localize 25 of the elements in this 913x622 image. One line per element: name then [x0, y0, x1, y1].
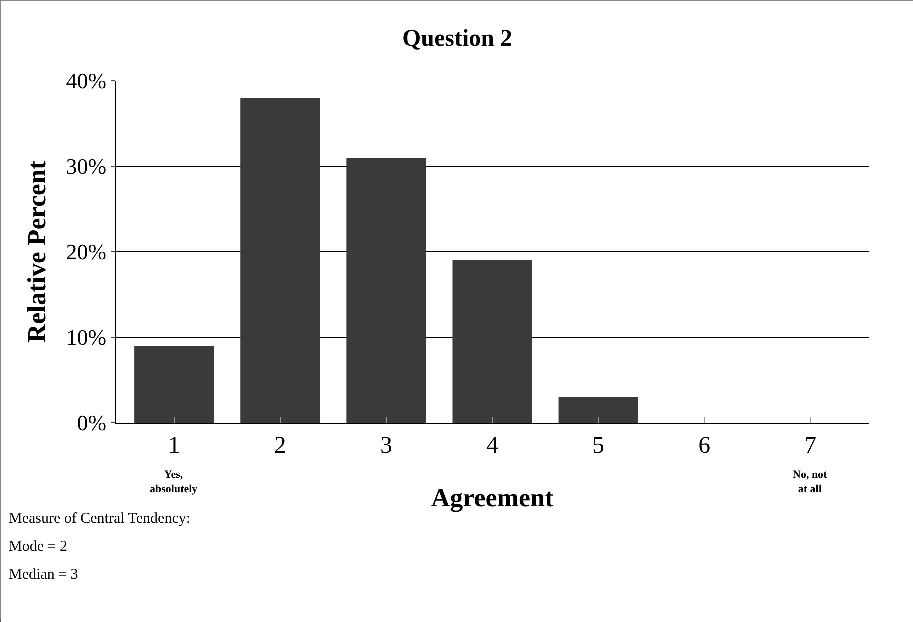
x-tick-label: 3	[380, 432, 392, 459]
text: Yes, absolutely	[150, 469, 198, 496]
bar	[134, 346, 214, 423]
chart-title: Question 2	[402, 26, 513, 52]
bar	[558, 397, 638, 423]
bar	[452, 260, 532, 423]
x-tick-label: 7	[804, 432, 817, 459]
text: No, not at all	[793, 469, 828, 496]
text: Mode = 2	[9, 539, 68, 555]
y-tick-label: 20%	[66, 240, 107, 265]
y-tick-label: 30%	[66, 154, 107, 180]
y-tick-label: 0%	[77, 410, 107, 436]
text: Median = 3	[9, 567, 78, 583]
x-tick-label: 2	[274, 432, 286, 459]
x-tick-label: 1	[168, 432, 180, 459]
x-tick-label: 5	[592, 432, 605, 459]
y-axis-title: Relative Percent	[22, 160, 52, 344]
y-tick-label: 40%	[66, 68, 107, 94]
y-tick-label: 10%	[66, 325, 107, 350]
x-axis-title: Agreement	[431, 484, 554, 512]
text: Measure of Central Tendency:	[9, 511, 191, 527]
bar	[240, 98, 320, 423]
x-tick-label: 6	[698, 432, 711, 459]
bar	[346, 158, 426, 423]
x-tick-label: 4	[486, 432, 498, 459]
